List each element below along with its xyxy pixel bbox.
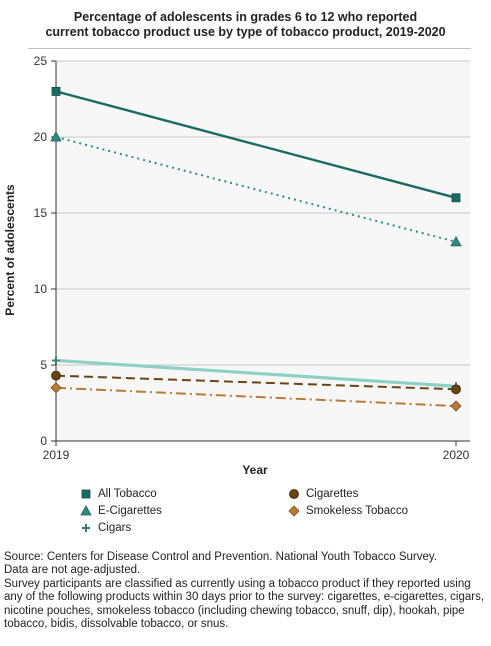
legend-item-cigars: Cigars: [80, 522, 131, 534]
legend-marker-shape: [80, 505, 92, 516]
y-tick-label: 5: [40, 358, 47, 372]
data-point-e-cigarettes: [450, 236, 462, 247]
y-tick-label: 0: [40, 434, 47, 448]
series-line-smokeless-tobacco: [55, 386, 457, 408]
data-point-all-tobacco: [51, 87, 61, 96]
legend-marker-shape: [289, 489, 299, 499]
data-point-all-tobacco: [451, 193, 461, 203]
data-point-smokeless-tobacco: [450, 400, 462, 412]
legend-label: E-Cigarettes: [98, 505, 162, 517]
legend-item-e-cigarettes: E-Cigarettes: [80, 505, 162, 517]
series-line-cigarettes: [55, 374, 457, 391]
source-note: Source: Centers for Disease Control and …: [4, 551, 488, 631]
source-line-1: Source: Centers for Disease Control and …: [4, 551, 437, 563]
chart-title-line-1: Percentage of adolescents in grades 6 to…: [73, 10, 418, 24]
x-axis-ticks: 2019 2020: [43, 440, 470, 462]
series-lines: [55, 90, 457, 408]
legend-item-cigarettes: Cigarettes: [288, 488, 358, 500]
gridlines: [56, 60, 470, 442]
legend-label: All Tobacco: [98, 488, 157, 500]
data-point-e-cigarettes: [50, 131, 62, 142]
legend-item-smokeless-tobacco: Smokeless Tobacco: [288, 505, 408, 517]
data-point-cigarettes: [451, 384, 461, 395]
plot-area: [56, 61, 470, 441]
x-tick-label: 2020: [443, 448, 470, 462]
x-axis-label: Year: [242, 463, 268, 477]
legend-marker-diamond-icon: [288, 505, 300, 517]
data-point-cigarettes: [51, 370, 61, 381]
legend-label: Cigars: [98, 522, 132, 534]
legend-marker-circle-icon: [289, 489, 299, 499]
y-tick-label: 25: [34, 54, 48, 68]
y-tick-label: 15: [34, 206, 48, 220]
chart-title-line-2: current tobacco product use by type of t…: [45, 25, 446, 39]
legend-label: Smokeless Tobacco: [306, 505, 409, 517]
series-line-cigars: [55, 358, 457, 388]
data-point-smokeless-tobacco: [50, 382, 62, 394]
y-tick-label: 20: [34, 130, 48, 144]
legend-marker-square-icon: [81, 489, 91, 499]
series-line-all-tobacco: [55, 90, 457, 199]
legend-marker-plus-icon: [82, 524, 90, 532]
source-line-2: Data are not age-adjusted.: [4, 564, 141, 577]
chart-title: Percentage of adolescents in grades 6 to…: [0, 10, 491, 49]
source-line-3: Survey participants are classified as cu…: [4, 577, 485, 631]
y-tick-label: 10: [34, 282, 48, 296]
legend-marker-shape: [82, 524, 90, 532]
legend-item-all-tobacco: All Tobacco: [80, 488, 157, 500]
series-markers: [50, 87, 462, 412]
x-tick-label: 2019: [43, 448, 70, 462]
legend-label: Cigarettes: [306, 488, 359, 500]
title-divider: [28, 48, 471, 49]
data-point-cigars: [52, 356, 60, 365]
legend-marker-triangle-icon: [80, 505, 92, 516]
legend-marker-shape: [288, 505, 300, 517]
legend-marker-shape: [81, 489, 91, 499]
y-axis-label: Percent of adolescents: [3, 184, 17, 316]
line-chart: 0 5 10 15 20 25 2019 2020 Year Percent of adol…: [3, 54, 470, 477]
